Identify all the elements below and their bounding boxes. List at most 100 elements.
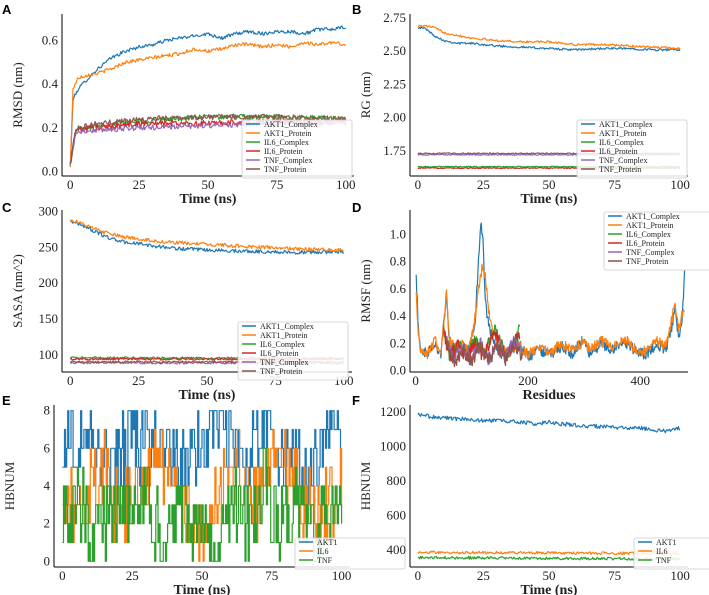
x-tick-label: 25 xyxy=(477,177,490,192)
series-tnf xyxy=(62,447,343,562)
legend-entry: IL6_Protein xyxy=(264,147,303,156)
x-tick-label: 0 xyxy=(67,177,74,192)
series-akt1-complex xyxy=(69,25,346,167)
x-tick-label: 25 xyxy=(132,373,145,388)
y-tick-label: 8 xyxy=(44,403,51,418)
series-akt1-complex xyxy=(417,26,681,52)
y-tick-label: 0.0 xyxy=(390,363,406,378)
y-tick-label: 200 xyxy=(39,275,59,290)
legend-entry: TNF_Protein xyxy=(626,257,668,266)
legend-entry: IL6_Complex xyxy=(599,138,644,147)
x-tick-label: 0 xyxy=(415,177,422,192)
legend-entry: AKT1 xyxy=(317,538,337,547)
legend-box xyxy=(576,119,688,179)
legend-box xyxy=(294,537,406,570)
panel-f: F 0 25 50 75 100 400 600 800 1000 1200 Time (ns) HBN… xyxy=(352,393,709,595)
x-tick-label: 200 xyxy=(518,373,538,388)
x-tick-label: 0 xyxy=(415,568,422,583)
legend-entry: TNF xyxy=(317,556,333,565)
x-tick-label: 50 xyxy=(196,568,209,583)
legend-entry: IL6_Protein xyxy=(626,239,665,248)
panel-label: F xyxy=(352,393,360,408)
x-tick-label: 0 xyxy=(67,373,74,388)
y-tick-label: 1.0 xyxy=(390,227,406,242)
legend-box xyxy=(633,537,709,570)
x-tick-label: 25 xyxy=(126,568,139,583)
x-tick-label: 100 xyxy=(670,177,690,192)
y-tick-label: 1200 xyxy=(380,404,406,419)
y-axis-label: HBNUM xyxy=(358,461,373,510)
legend: AKT1_ComplexAKT1_ProteinIL6_ComplexIL6_P… xyxy=(603,211,709,271)
panel-label: B xyxy=(352,2,361,17)
y-tick-label: 100 xyxy=(39,347,59,362)
y-tick-label: 150 xyxy=(39,311,59,326)
legend-entry: TNF_Complex xyxy=(260,358,308,367)
y-tick-label: 0.4 xyxy=(42,76,59,91)
legend-entry: IL6_Complex xyxy=(264,138,309,147)
y-tick-label: 1000 xyxy=(380,438,406,453)
legend-entry: AKT1_Complex xyxy=(599,120,653,129)
y-tick-label: 2.50 xyxy=(383,43,406,58)
legend-entry: IL6 xyxy=(656,547,668,556)
x-tick-label: 75 xyxy=(608,568,621,583)
x-tick-label: 25 xyxy=(133,177,146,192)
legend-entry: TNF xyxy=(656,556,672,565)
x-tick-label: 75 xyxy=(270,177,283,192)
x-tick-label: 50 xyxy=(202,177,215,192)
x-axis-label: Residues xyxy=(523,388,576,403)
legend-entry: AKT1_Protein xyxy=(599,129,647,138)
legend-entry: AKT1_Protein xyxy=(626,221,674,230)
x-tick-label: 100 xyxy=(670,568,690,583)
series-akt1-protein xyxy=(69,41,346,167)
x-axis-label: Time (ns) xyxy=(521,192,578,207)
legend-entry: AKT1 xyxy=(656,538,676,547)
y-tick-label: 250 xyxy=(39,239,59,254)
x-axis-label: Time (ns) xyxy=(174,583,231,595)
y-tick-label: 1.75 xyxy=(383,143,406,158)
x-tick-label: 400 xyxy=(631,373,651,388)
legend: AKT1_ComplexAKT1_ProteinIL6_ComplexIL6_P… xyxy=(237,321,349,381)
x-tick-label: 0 xyxy=(412,373,419,388)
legend: AKT1_ComplexAKT1_ProteinIL6_ComplexIL6_P… xyxy=(241,119,353,179)
panel-label: D xyxy=(352,200,361,215)
y-tick-label: 0.6 xyxy=(42,32,59,47)
legend-entry: IL6_Complex xyxy=(260,340,305,349)
legend-entry: IL6_Protein xyxy=(599,147,638,156)
x-tick-label: 0 xyxy=(59,568,66,583)
x-tick-label: 100 xyxy=(336,177,356,192)
y-tick-label: 0 xyxy=(44,553,51,568)
panel-b: B 0 25 50 75 100 1.75 2.00 2.25 2.50 2.75 Time (ns)… xyxy=(352,2,690,207)
series-tnf-protein xyxy=(445,338,523,368)
x-tick-label: 100 xyxy=(332,568,352,583)
legend-box xyxy=(237,321,349,381)
y-tick-label: 2.75 xyxy=(383,10,406,25)
y-tick-label: 2.00 xyxy=(383,110,406,125)
legend-entry: TNF_Protein xyxy=(599,165,641,174)
y-tick-label: 2.25 xyxy=(383,76,406,91)
y-tick-label: 6 xyxy=(44,440,51,455)
panel-label: C xyxy=(2,200,12,215)
x-axis-label: Time (ns) xyxy=(521,583,578,595)
legend-entry: AKT1_Protein xyxy=(260,331,308,340)
legend-entry: AKT1_Protein xyxy=(264,129,312,138)
legend-entry: TNF_Protein xyxy=(260,367,302,376)
x-tick-label: 50 xyxy=(543,177,556,192)
legend-entry: TNF_Complex xyxy=(599,156,647,165)
series-akt1-protein xyxy=(417,24,681,50)
y-axis-label: RMSD (nm) xyxy=(10,62,25,127)
panel-a: A 0 25 50 75 100 0.0 0.2 0.4 0.6 Time (ns) RMSD (nm… xyxy=(2,2,355,207)
legend-entry: TNF_Complex xyxy=(264,156,312,165)
legend-entry: AKT1_Complex xyxy=(626,212,680,221)
series-akt1-protein xyxy=(69,219,344,253)
y-tick-label: 0.2 xyxy=(390,335,406,350)
y-axis-label: HBNUM xyxy=(2,461,17,510)
legend-entry: IL6_Protein xyxy=(260,349,299,358)
x-tick-label: 50 xyxy=(201,373,214,388)
y-tick-label: 400 xyxy=(387,542,407,557)
x-axis-label: Time (ns) xyxy=(180,192,237,207)
x-tick-label: 25 xyxy=(477,568,490,583)
legend-entry: TNF_Protein xyxy=(264,165,306,174)
